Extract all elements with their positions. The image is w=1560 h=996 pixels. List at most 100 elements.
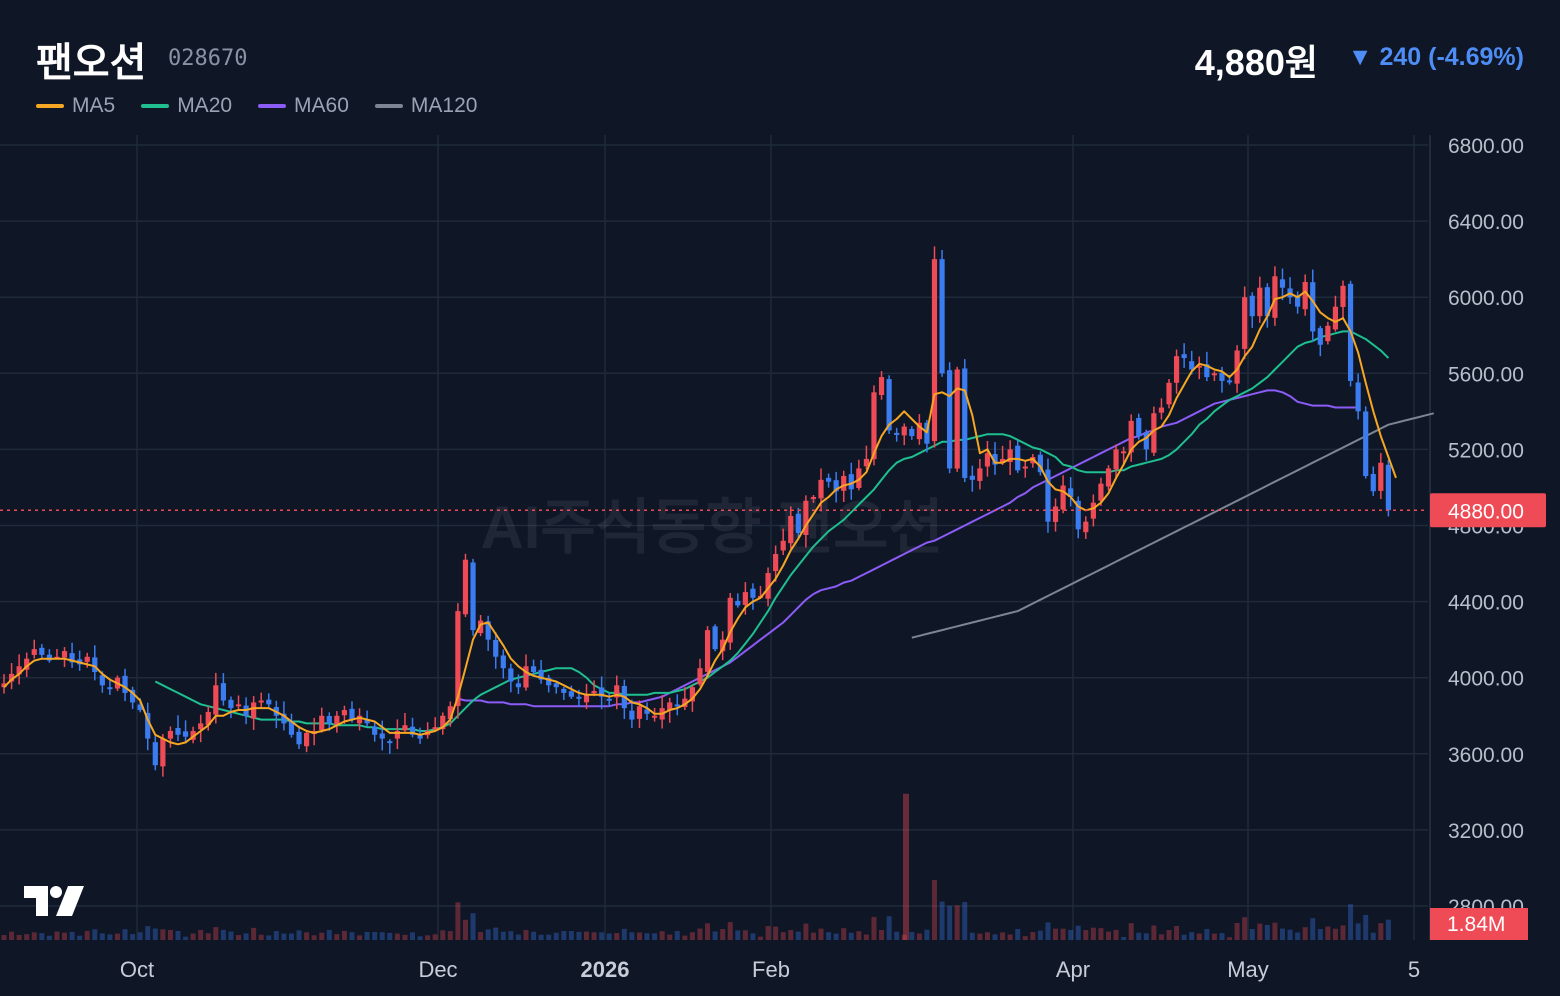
volume-bar bbox=[1287, 929, 1293, 940]
volume-bar bbox=[1083, 930, 1089, 940]
candle-body bbox=[304, 732, 310, 747]
candle-body bbox=[107, 687, 113, 690]
y-tick-label: 3200.00 bbox=[1448, 820, 1524, 843]
candle-body bbox=[462, 559, 469, 615]
candle-body bbox=[795, 513, 801, 534]
volume-bar bbox=[319, 932, 325, 940]
volume-bar bbox=[1310, 918, 1316, 940]
candle-body bbox=[356, 715, 363, 724]
y-tick-label: 6000.00 bbox=[1448, 287, 1524, 310]
ma120-line bbox=[911, 412, 1435, 639]
volume-bar bbox=[1264, 924, 1270, 940]
volume-bar bbox=[924, 929, 930, 940]
candle-body bbox=[886, 379, 892, 431]
candle-body bbox=[8, 673, 15, 682]
legend-item-ma60[interactable]: MA60 bbox=[258, 94, 349, 118]
volume-bar bbox=[1249, 929, 1255, 940]
price-change: ▼ 240 (-4.69%) bbox=[1347, 43, 1524, 71]
candle-body bbox=[1385, 464, 1391, 511]
candle-body bbox=[220, 683, 226, 701]
tradingview-logo-icon bbox=[24, 886, 84, 916]
candle-body bbox=[296, 731, 302, 745]
volume-bar bbox=[440, 930, 446, 940]
candle-body bbox=[122, 675, 128, 693]
volume-bar bbox=[1204, 928, 1210, 940]
volume-bar bbox=[606, 933, 612, 940]
volume-bar bbox=[1302, 927, 1308, 940]
volume-bar bbox=[1363, 914, 1369, 940]
candle-body bbox=[591, 691, 597, 694]
candle-body bbox=[440, 715, 446, 730]
legend-label-ma20: MA20 bbox=[177, 94, 233, 117]
candle-body bbox=[1332, 306, 1339, 330]
volume-bar bbox=[485, 929, 491, 940]
volume-bar bbox=[357, 935, 363, 940]
volume-bar bbox=[629, 932, 635, 940]
volume-bar bbox=[1355, 923, 1361, 940]
current-price-badge bbox=[1430, 493, 1546, 528]
candle-body bbox=[1340, 285, 1346, 307]
volume-bar bbox=[584, 931, 590, 940]
candle-body bbox=[205, 711, 211, 726]
volume-bar bbox=[712, 931, 718, 940]
legend-item-ma120[interactable]: MA120 bbox=[374, 94, 477, 118]
volume-bar bbox=[1340, 925, 1346, 940]
candle-body bbox=[773, 554, 779, 572]
volume-bar bbox=[1037, 930, 1043, 940]
volume-bar bbox=[1317, 929, 1323, 940]
candle-body bbox=[31, 649, 37, 655]
legend-label-ma60: MA60 bbox=[294, 94, 349, 117]
candle-body bbox=[1226, 380, 1233, 383]
volume-bar bbox=[1166, 930, 1172, 940]
volume-bar bbox=[1068, 929, 1074, 940]
volume-bar bbox=[727, 922, 733, 940]
volume-bar bbox=[1325, 926, 1331, 940]
volume-bar bbox=[992, 934, 998, 940]
candle-body bbox=[1219, 372, 1225, 381]
candle-body bbox=[160, 738, 166, 767]
candle-body bbox=[92, 657, 98, 672]
volume-bar bbox=[1098, 928, 1104, 940]
volume-bar bbox=[1022, 936, 1028, 940]
candle-body bbox=[614, 685, 620, 698]
candle-body bbox=[24, 658, 30, 670]
ma60-line bbox=[457, 389, 1359, 708]
volume-bar bbox=[236, 935, 242, 940]
candle-body bbox=[1037, 454, 1044, 473]
candle-body bbox=[493, 639, 499, 657]
candle-body bbox=[235, 704, 242, 707]
volume-bar bbox=[636, 932, 642, 940]
volume-bar bbox=[1128, 923, 1134, 940]
candle-body bbox=[409, 726, 416, 735]
volume-bar bbox=[531, 931, 537, 940]
volume-bar bbox=[46, 935, 52, 940]
candle-body bbox=[1181, 354, 1187, 359]
candle-body bbox=[1052, 506, 1059, 522]
candle-body bbox=[1378, 462, 1384, 491]
legend-item-ma5[interactable]: MA5 bbox=[36, 94, 115, 118]
volume-bar bbox=[1015, 928, 1021, 940]
candle-body bbox=[765, 573, 771, 599]
legend-item-ma20[interactable]: MA20 bbox=[141, 94, 232, 118]
candle-body bbox=[576, 696, 582, 699]
candle-body bbox=[1121, 451, 1127, 454]
candle-body bbox=[667, 702, 673, 711]
candle-body bbox=[712, 626, 718, 650]
volume-bar bbox=[77, 935, 83, 940]
candle-body bbox=[251, 702, 257, 719]
watermark: AI주식동향 팬오션 bbox=[480, 494, 943, 561]
volume-bar bbox=[220, 929, 226, 940]
candle-body bbox=[379, 733, 385, 739]
volume-bar bbox=[1370, 932, 1376, 940]
volume-bar bbox=[1385, 919, 1391, 940]
volume-bar bbox=[735, 930, 741, 940]
volume-bar bbox=[273, 931, 279, 940]
candle-body bbox=[856, 468, 862, 488]
volume-bar bbox=[379, 932, 385, 940]
ma5-line bbox=[3, 290, 1397, 746]
volume-bar bbox=[1000, 932, 1006, 940]
volume-bar bbox=[1174, 925, 1180, 940]
candle-body bbox=[190, 730, 196, 740]
candle-body bbox=[962, 368, 968, 478]
